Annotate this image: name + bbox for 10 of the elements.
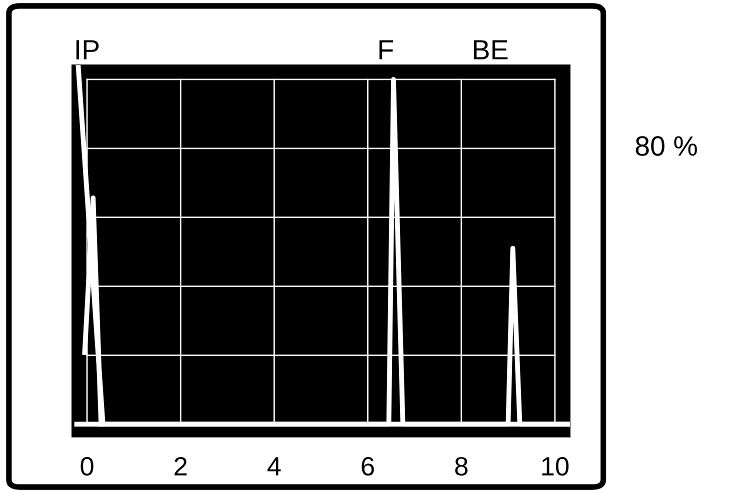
text: IP — [76, 40, 99, 60]
x-tick-label: 0 — [80, 456, 94, 476]
x-tick-label: 6 — [362, 456, 374, 476]
x-tick-label: 10 — [542, 456, 569, 476]
x-tick-label: 8 — [455, 456, 468, 476]
text: BE — [474, 40, 508, 60]
x-tick-label: 4 — [267, 457, 281, 476]
x-tick-label: 2 — [174, 456, 187, 476]
text: F — [379, 40, 394, 60]
text: 80 % — [636, 136, 697, 156]
